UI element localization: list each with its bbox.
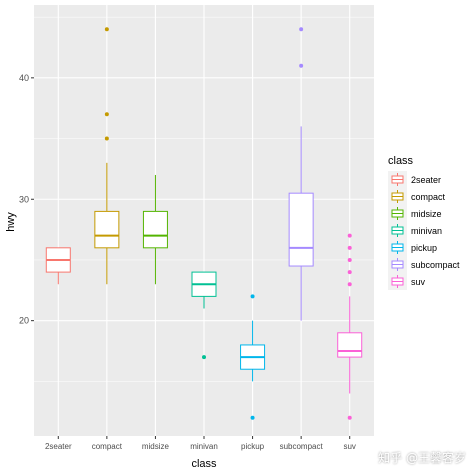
x-tick-label: pickup	[241, 442, 265, 451]
legend-label: midsize	[411, 209, 442, 219]
outlier-point	[347, 270, 352, 275]
box-subcompact	[288, 27, 314, 321]
outlier-point	[347, 233, 352, 238]
legend-label: subcompact	[411, 260, 460, 270]
x-tick-label: 2seater	[45, 442, 72, 451]
outlier-point	[347, 282, 352, 287]
outlier-point	[250, 415, 255, 420]
x-axis-ticks: 2seater compact midsize minivan pickup subcom…	[45, 436, 356, 451]
x-tick-label: midsize	[142, 442, 170, 451]
outlier-point	[104, 112, 109, 117]
outlier-point	[104, 27, 109, 32]
legend-key-2seater	[388, 171, 407, 188]
box-pickup	[240, 294, 266, 420]
box-body	[337, 332, 363, 358]
outlier-point	[104, 136, 109, 141]
box-2seater	[45, 247, 71, 285]
outlier-point	[347, 245, 352, 250]
box-series	[45, 27, 363, 420]
legend-label: suv	[411, 277, 426, 287]
outlier-point	[347, 257, 352, 262]
outlier-point	[250, 294, 255, 299]
x-tick-label: compact	[92, 442, 123, 451]
x-tick-label: minivan	[190, 442, 218, 451]
outlier-point	[299, 27, 304, 32]
box-body	[142, 210, 168, 249]
legend-label: minivan	[411, 226, 442, 236]
outlier-point	[299, 63, 304, 68]
x-axis-title: class	[191, 458, 217, 470]
outlier-point	[347, 415, 352, 420]
legend: class 2seater compact midsize minivan pickup…	[388, 155, 460, 290]
y-tick-label: 30	[19, 194, 29, 204]
y-tick-label: 40	[19, 73, 29, 83]
legend-key-pickup	[388, 239, 407, 256]
legend-label: pickup	[411, 243, 437, 253]
box-body	[94, 210, 120, 249]
legend-key-minivan	[388, 222, 407, 239]
x-tick-label: subcompact	[280, 442, 324, 451]
legend-key-subcompact	[388, 256, 407, 273]
watermark: 知乎 @王馨客岁	[378, 451, 466, 465]
box-body	[288, 192, 314, 267]
legend-label: 2seater	[411, 175, 441, 185]
x-tick-label: suv	[343, 442, 355, 451]
box-suv	[337, 233, 363, 420]
y-axis-ticks: 20 30 40	[19, 73, 34, 326]
legend-key-compact	[388, 188, 407, 205]
legend-key-midsize	[388, 205, 407, 222]
legend-key-suv	[388, 273, 407, 290]
y-tick-label: 20	[19, 316, 29, 326]
box-midsize	[142, 174, 168, 285]
legend-title: class	[388, 155, 414, 167]
legend-label: compact	[411, 192, 446, 202]
y-axis-title: hwy	[5, 212, 17, 232]
box-compact	[94, 27, 120, 285]
box-minivan	[191, 271, 217, 360]
outlier-point	[202, 355, 206, 360]
